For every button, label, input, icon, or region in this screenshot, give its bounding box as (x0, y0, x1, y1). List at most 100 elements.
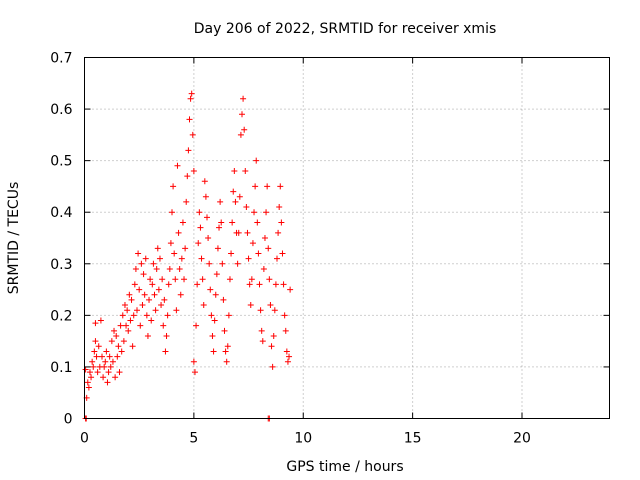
x-tick-label: 5 (189, 431, 198, 447)
data-point (94, 369, 101, 376)
data-point (254, 219, 261, 226)
data-points (82, 90, 294, 422)
data-point (147, 276, 154, 283)
data-point (225, 312, 232, 319)
data-point (143, 312, 150, 319)
data-point (169, 209, 175, 216)
data-point (116, 369, 123, 376)
data-point (186, 116, 193, 123)
data-point (265, 245, 272, 252)
data-point (199, 276, 206, 283)
data-point (178, 255, 185, 262)
data-point (131, 281, 138, 288)
data-point (172, 276, 179, 283)
data-point (177, 291, 184, 298)
data-point (85, 384, 92, 391)
data-point (134, 307, 140, 314)
data-point (189, 131, 196, 138)
y-tick-label: 0.1 (50, 360, 72, 376)
data-point (127, 317, 134, 324)
data-point (260, 265, 267, 272)
y-tick-label: 0.5 (50, 154, 72, 170)
data-point (279, 250, 286, 257)
data-point (270, 332, 277, 339)
data-point (196, 209, 203, 216)
data-point (195, 240, 202, 247)
data-point (202, 193, 209, 200)
data-point (107, 363, 114, 370)
y-tick-label: 0.6 (50, 102, 72, 118)
data-point (103, 348, 110, 355)
data-point (97, 317, 104, 324)
data-point (244, 229, 251, 236)
data-point (104, 379, 111, 386)
data-point (144, 332, 151, 339)
data-point (230, 188, 237, 195)
data-point (141, 291, 148, 298)
data-point (101, 363, 108, 370)
data-point (151, 291, 158, 298)
x-tick-label: 10 (294, 431, 312, 447)
data-point (272, 281, 279, 288)
data-point (99, 353, 105, 360)
data-point (119, 312, 126, 319)
data-point (198, 255, 205, 262)
data-point (179, 219, 186, 226)
data-point (287, 286, 294, 293)
data-point (240, 95, 247, 102)
data-point (213, 271, 220, 278)
data-point (95, 343, 102, 350)
data-point (185, 147, 192, 154)
data-point (204, 214, 210, 221)
data-point (271, 307, 278, 314)
y-tick-label: 0.7 (50, 51, 72, 67)
data-point (275, 229, 282, 236)
data-point (86, 369, 93, 376)
data-point (251, 209, 258, 216)
data-point (224, 343, 231, 350)
data-point (236, 193, 243, 200)
data-point (259, 338, 266, 345)
data-point (176, 265, 183, 272)
data-point (84, 379, 91, 386)
y-tick-labels: 0 0.1 0.2 0.3 0.4 0.5 0.6 0.7 (50, 51, 72, 428)
data-point (277, 183, 284, 190)
data-point (118, 348, 125, 355)
data-point (148, 317, 155, 324)
data-point (112, 374, 119, 381)
data-point (222, 348, 229, 355)
data-point (137, 322, 144, 329)
data-point (252, 183, 259, 190)
axis-ticks (84, 57, 610, 419)
data-point (274, 255, 280, 262)
data-point (113, 332, 120, 339)
data-point (278, 219, 285, 226)
data-point (248, 276, 255, 283)
data-point (126, 291, 133, 298)
data-point (241, 126, 248, 133)
data-point (160, 322, 167, 329)
data-point (130, 312, 137, 319)
grid (84, 57, 610, 419)
data-point (284, 358, 291, 365)
data-point (242, 167, 249, 174)
data-point (187, 95, 194, 102)
data-point (105, 369, 112, 376)
data-point (280, 281, 287, 288)
data-point (165, 281, 172, 288)
data-point (182, 245, 189, 252)
data-point (106, 353, 113, 360)
data-point (253, 157, 260, 164)
data-point (212, 291, 219, 298)
data-point (258, 327, 265, 334)
data-point (264, 183, 271, 190)
data-point (194, 281, 201, 288)
data-point (223, 358, 230, 365)
data-point (217, 198, 224, 205)
data-point (255, 250, 262, 257)
data-point (162, 348, 169, 355)
x-axis-label: GPS time / hours (286, 459, 403, 475)
data-point (229, 219, 236, 226)
data-point (158, 302, 165, 309)
y-tick-label: 0.3 (50, 257, 72, 273)
